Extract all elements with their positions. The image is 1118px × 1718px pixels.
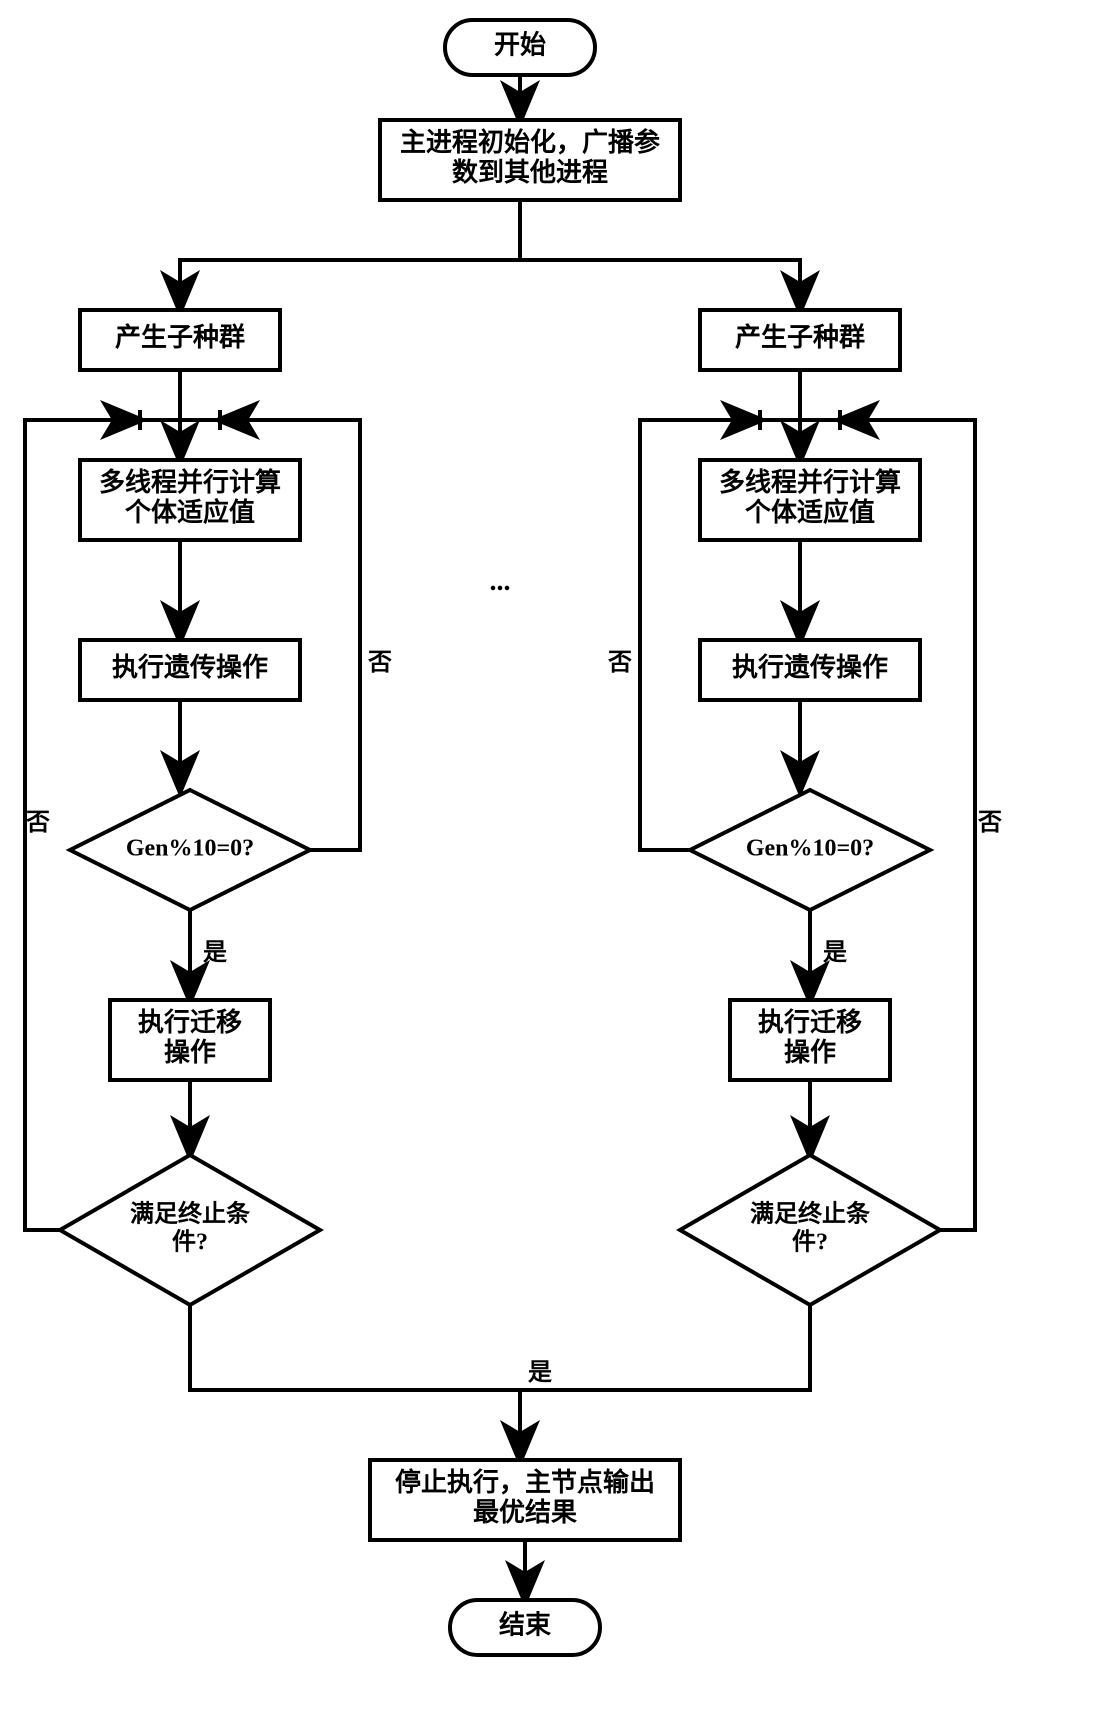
node-text: 开始 xyxy=(494,30,546,59)
node-text: 满足终止条 xyxy=(130,1200,251,1228)
node-text: 多线程并行计算 xyxy=(99,467,281,497)
edge xyxy=(190,1305,520,1390)
node-text: 满足终止条 xyxy=(750,1200,871,1228)
edge-label: 否 xyxy=(977,810,1002,836)
edge-label: 否 xyxy=(607,650,632,676)
node-text: 件? xyxy=(172,1228,208,1255)
edge-label: 是 xyxy=(203,940,227,966)
edge-label: 是 xyxy=(823,940,847,966)
node-text: 执行遗传操作 xyxy=(112,652,268,682)
flowchart-diagram: 开始主进程初始化，广播参数到其他进程产生子种群产生子种群多线程并行计算个体适应值… xyxy=(0,0,1118,1718)
node-text: 产生子种群 xyxy=(115,323,245,352)
node-text: 执行迁移 xyxy=(138,1007,242,1037)
node-text: 执行迁移 xyxy=(758,1007,862,1037)
node-text: 操作 xyxy=(164,1038,216,1067)
ellipsis: ... xyxy=(490,566,511,597)
node-text: Gen%10=0? xyxy=(746,836,874,862)
node-text: 件? xyxy=(792,1228,828,1255)
node-text: 主进程初始化，广播参 xyxy=(400,127,660,157)
node-text: 个体适应值 xyxy=(125,497,255,527)
edge-label: 否 xyxy=(25,810,50,836)
node-text: 最优结果 xyxy=(473,1498,577,1527)
node-text: 产生子种群 xyxy=(735,323,865,352)
nodes-layer: 开始主进程初始化，广播参数到其他进程产生子种群产生子种群多线程并行计算个体适应值… xyxy=(60,20,940,1655)
edge xyxy=(180,200,520,310)
edge-label: 否 xyxy=(367,650,392,676)
edge xyxy=(520,260,800,310)
edge xyxy=(520,1305,810,1390)
node-text: 执行遗传操作 xyxy=(732,652,888,682)
node-text: 个体适应值 xyxy=(745,497,875,527)
node-text: 数到其他进程 xyxy=(452,158,608,187)
node-text: 结束 xyxy=(499,1609,552,1639)
node-text: 停止执行，主节点输出 xyxy=(395,1467,655,1497)
node-text: 多线程并行计算 xyxy=(719,467,901,497)
edge-label: 是 xyxy=(528,1360,552,1386)
node-text: Gen%10=0? xyxy=(126,836,254,862)
node-text: 操作 xyxy=(784,1038,836,1067)
